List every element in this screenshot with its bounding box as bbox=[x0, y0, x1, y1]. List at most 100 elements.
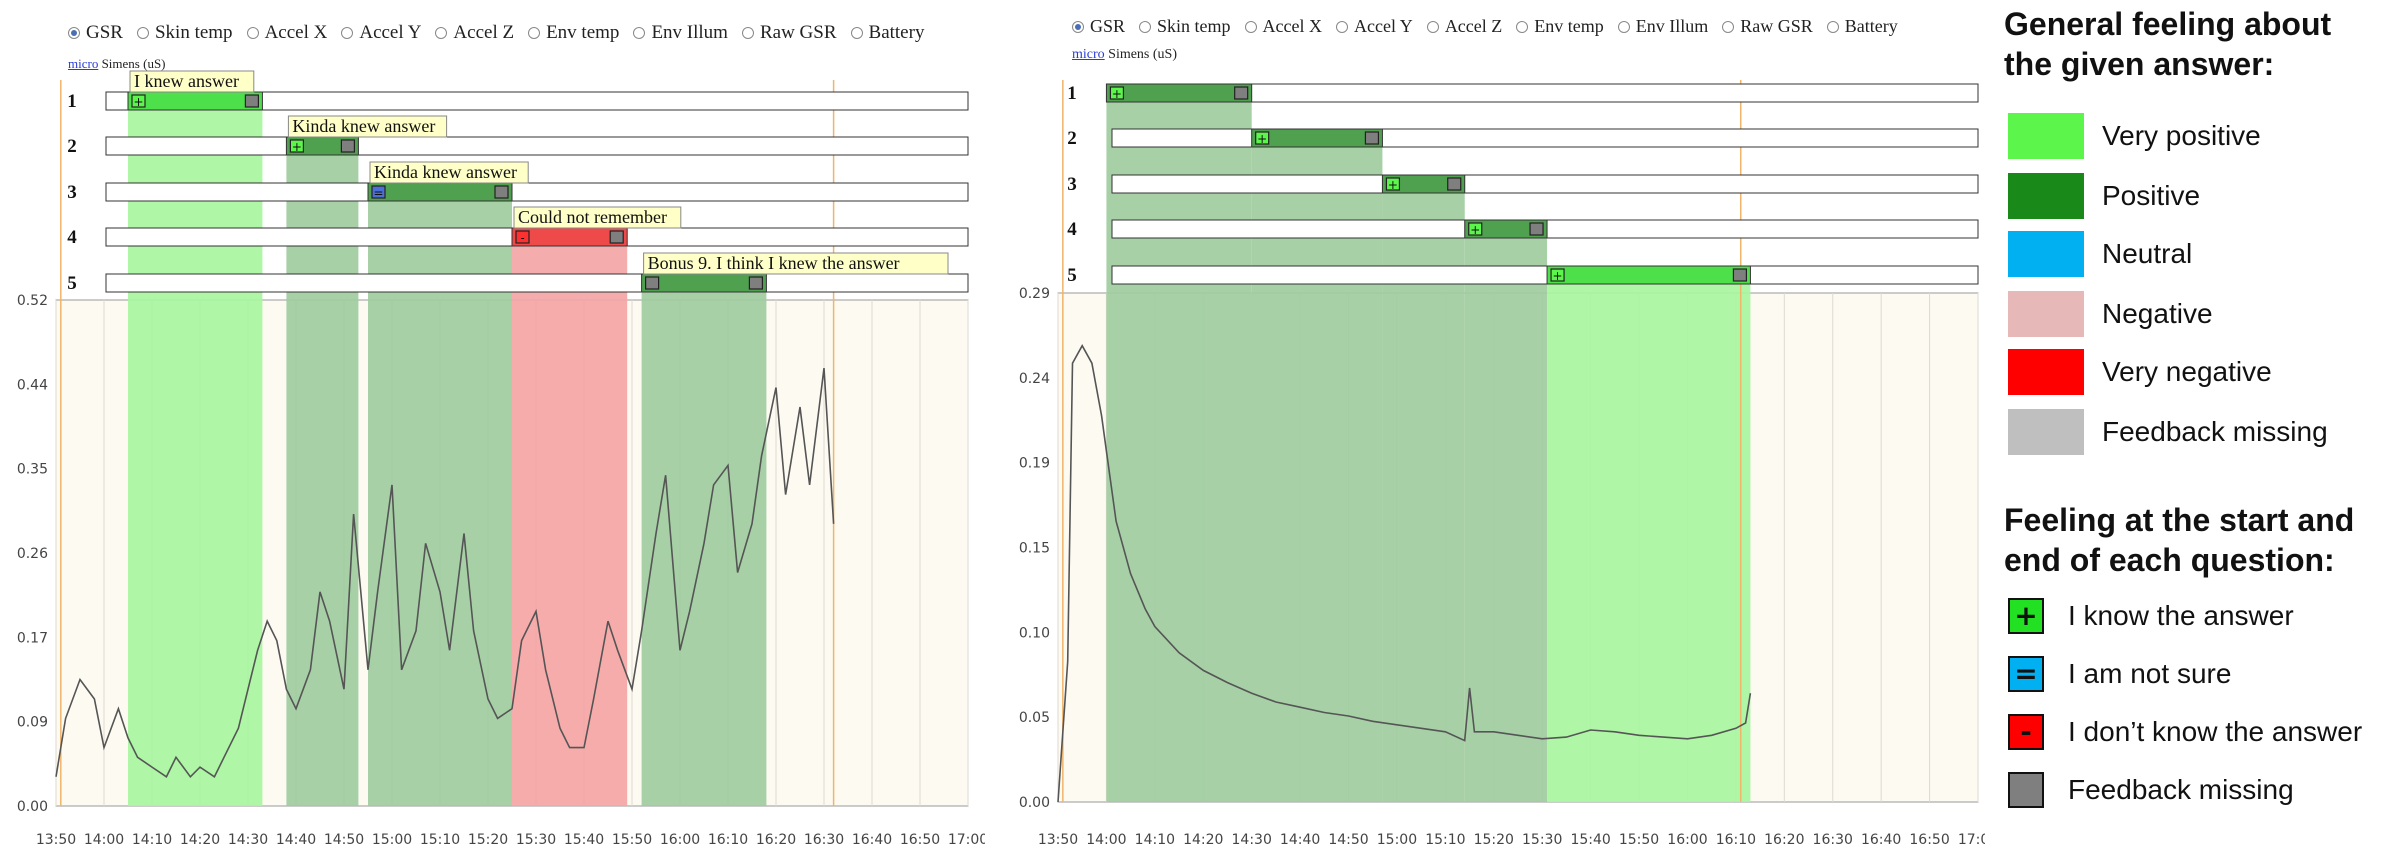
radio-label: Battery bbox=[868, 22, 925, 43]
plus-feedback-icon bbox=[1468, 222, 1483, 236]
radio-accel-x[interactable]: Accel X bbox=[1244, 16, 1322, 37]
legend-title-start-end: Feeling at the start and end of each que… bbox=[2004, 502, 2355, 578]
radio-button-icon[interactable] bbox=[1826, 20, 1839, 33]
radio-button-icon[interactable] bbox=[1722, 20, 1735, 33]
plus-glyph-icon: + bbox=[1112, 87, 1122, 101]
radio-accel-x[interactable]: Accel X bbox=[246, 22, 327, 44]
question-bar-2[interactable] bbox=[1251, 128, 1383, 148]
minus-feedback-icon bbox=[515, 230, 530, 244]
radio-skin-temp[interactable]: Skin temp bbox=[136, 22, 233, 44]
x-tick-label: 16:10 bbox=[708, 832, 748, 848]
question-tooltip bbox=[287, 115, 448, 138]
legend-label: Feedback missing bbox=[2102, 416, 2328, 447]
question-number: 5 bbox=[1067, 265, 1077, 286]
radio-accel-z[interactable]: Accel Z bbox=[1426, 16, 1502, 37]
x-tick-label: 16:00 bbox=[1667, 832, 1707, 848]
radio-button-icon[interactable] bbox=[1617, 20, 1630, 33]
minus-icon: - bbox=[2008, 714, 2044, 750]
units-link[interactable]: micro bbox=[1072, 47, 1105, 62]
legend-swatch bbox=[2008, 349, 2084, 395]
plus-feedback-icon bbox=[289, 139, 304, 153]
radio-raw-gsr[interactable]: Raw GSR bbox=[1722, 16, 1813, 37]
radio-button-icon[interactable] bbox=[1072, 20, 1084, 33]
radio-env-illum[interactable]: Env Illum bbox=[1617, 16, 1708, 37]
question-span-2 bbox=[1251, 147, 1383, 802]
plus-glyph-icon: + bbox=[1257, 132, 1267, 146]
question-bar-3[interactable] bbox=[367, 182, 513, 202]
question-bar-1[interactable] bbox=[1105, 83, 1253, 103]
x-tick-label: 16:40 bbox=[852, 832, 892, 848]
radio-button-icon[interactable] bbox=[341, 27, 354, 39]
plus-feedback-icon bbox=[131, 94, 146, 108]
question-number: 4 bbox=[1067, 219, 1077, 240]
radio-label: Env temp bbox=[546, 22, 620, 43]
radio-button-icon[interactable] bbox=[246, 27, 259, 39]
question-span-5 bbox=[1547, 284, 1751, 802]
units-label: micro Simens (uS) bbox=[1072, 47, 1177, 63]
question-bar-3[interactable] bbox=[1381, 174, 1466, 194]
y-tick-label: 0.44 bbox=[17, 377, 48, 393]
legend-swatch bbox=[2008, 173, 2084, 219]
question-number: 5 bbox=[67, 273, 77, 294]
radio-label: Raw GSR bbox=[1740, 16, 1813, 36]
legend-item-positive: Positive bbox=[2008, 172, 2200, 220]
y-tick-label: 0.26 bbox=[17, 546, 48, 562]
radio-skin-temp[interactable]: Skin temp bbox=[1139, 16, 1231, 37]
radio-button-icon[interactable] bbox=[741, 27, 754, 39]
question-tooltip-text: Kinda knew answer bbox=[292, 116, 435, 136]
legend-item-neutral: Neutral bbox=[2008, 230, 2192, 278]
x-tick-label: 16:20 bbox=[756, 832, 796, 848]
radio-button-icon[interactable] bbox=[136, 27, 149, 39]
x-tick-label: 13:50 bbox=[36, 832, 76, 848]
question-bar-5[interactable] bbox=[1546, 265, 1751, 285]
radio-button-icon[interactable] bbox=[528, 27, 541, 39]
question-number: 4 bbox=[67, 227, 77, 248]
radio-battery[interactable]: Battery bbox=[1826, 16, 1898, 37]
missing-feedback-icon bbox=[1234, 86, 1249, 100]
x-tick-label: 15:40 bbox=[564, 832, 604, 848]
radio-button-icon[interactable] bbox=[1336, 20, 1348, 33]
radio-button-icon[interactable] bbox=[1426, 20, 1439, 33]
x-tick-label: 14:10 bbox=[132, 832, 172, 848]
y-tick-label: 0.10 bbox=[1019, 625, 1050, 641]
radio-accel-z[interactable]: Accel Z bbox=[435, 22, 514, 44]
x-tick-label: 16:30 bbox=[804, 832, 844, 848]
radio-button-icon[interactable] bbox=[1516, 20, 1529, 33]
radio-accel-y[interactable]: Accel Y bbox=[1336, 16, 1413, 37]
radio-env-illum[interactable]: Env Illum bbox=[633, 22, 728, 44]
radio-button-icon[interactable] bbox=[435, 27, 448, 39]
question-bar-5[interactable] bbox=[641, 273, 767, 293]
x-tick-label: 14:40 bbox=[276, 832, 316, 848]
x-tick-label: 14:30 bbox=[1232, 832, 1272, 848]
plus-feedback-icon bbox=[1109, 86, 1125, 100]
radio-battery[interactable]: Battery bbox=[850, 22, 925, 44]
radio-button-icon[interactable] bbox=[633, 27, 646, 39]
missing-feedback-icon bbox=[1732, 268, 1748, 282]
x-tick-label: 15:30 bbox=[516, 832, 556, 848]
radio-gsr[interactable]: GSR bbox=[1072, 16, 1125, 37]
radio-accel-y[interactable]: Accel Y bbox=[341, 22, 421, 44]
missing-feedback-icon bbox=[494, 185, 509, 199]
radio-button-icon[interactable] bbox=[850, 27, 863, 39]
radio-env-temp[interactable]: Env temp bbox=[528, 22, 619, 44]
question-bar-4[interactable] bbox=[1464, 219, 1548, 239]
equal-feedback-icon bbox=[371, 185, 386, 199]
units-link[interactable]: micro bbox=[68, 56, 99, 71]
radio-label: GSR bbox=[86, 22, 123, 43]
radio-button-icon[interactable] bbox=[1139, 20, 1152, 33]
plus-glyph-icon: + bbox=[1388, 178, 1398, 192]
legend-label: Positive bbox=[2102, 180, 2201, 211]
question-track bbox=[105, 273, 969, 293]
question-number: 1 bbox=[67, 91, 77, 112]
question-span-3 bbox=[1382, 193, 1465, 802]
x-tick-label: 14:00 bbox=[84, 832, 124, 848]
radio-button-icon[interactable] bbox=[1244, 20, 1257, 33]
radio-raw-gsr[interactable]: Raw GSR bbox=[741, 22, 837, 44]
radio-button-icon[interactable] bbox=[68, 27, 80, 39]
radio-label: Env temp bbox=[1534, 16, 1604, 36]
question-bar-1[interactable] bbox=[127, 91, 263, 111]
radio-gsr[interactable]: GSR bbox=[68, 22, 123, 44]
radio-env-temp[interactable]: Env temp bbox=[1516, 16, 1604, 37]
legend-item-very-negative: Very negative bbox=[2008, 348, 2272, 396]
